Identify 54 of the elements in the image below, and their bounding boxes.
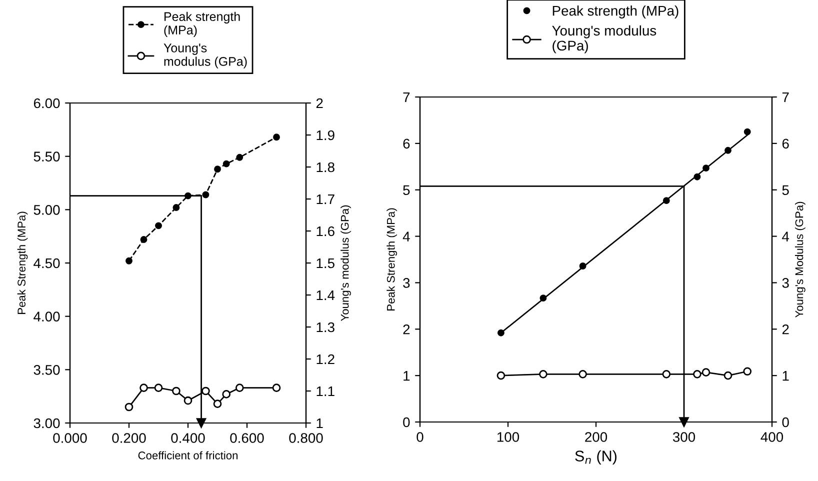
x-tick-label: 0.000	[53, 433, 87, 443]
y-tick-label: 4.50	[34, 258, 60, 268]
y-tick-label: 5.00	[34, 205, 60, 215]
y-tick-label: 3	[403, 278, 410, 288]
y2-tick-label: 1.5	[316, 258, 334, 268]
y-tick-label: 4	[402, 232, 410, 242]
y2-tick-label: 4	[782, 232, 790, 242]
y2-tick-label: 2	[782, 324, 789, 334]
y2-tick-label: 1.6	[316, 226, 334, 236]
legend-label: Young's modulus (GPa)	[552, 25, 656, 54]
x-tick-label: 0.600	[230, 433, 264, 443]
y2-tick-label: 1.2	[316, 354, 334, 364]
legend-label: Peak strength (MPa)	[164, 12, 240, 37]
y-tick-label: 0	[403, 417, 410, 428]
y2-tick-label: 1.4	[316, 290, 335, 300]
y-tick-label: 6	[403, 138, 410, 149]
y-tick-label: 7	[403, 92, 410, 102]
y-tick-label: 1	[404, 371, 410, 381]
x-tick-label: 300	[672, 432, 696, 442]
y2-tick-label: 0	[782, 417, 789, 428]
x-tick-label: 0	[416, 432, 424, 442]
y2-tick-label: 1.9	[316, 130, 334, 140]
y2-tick-label: 1.8	[316, 162, 334, 172]
y2-tick-label: 1	[782, 371, 789, 381]
y2-tick-label: 5	[782, 185, 789, 196]
y-tick-label: 5.50	[34, 152, 60, 162]
y2-tick-label: 6	[782, 138, 789, 149]
x-tick-label: 100	[497, 432, 520, 442]
y2-axis-title: Young's Modulus (GPa)	[795, 202, 806, 318]
y-tick-label: 3.00	[34, 418, 60, 428]
x-tick-label: 0.800	[289, 433, 323, 443]
y-tick-label: 4.00	[34, 312, 60, 322]
x-tick-label: 400	[760, 432, 784, 442]
y2-tick-label: 7	[782, 92, 789, 102]
y2-tick-label: 2	[316, 98, 323, 108]
y2-tick-label: 1.1	[316, 386, 334, 396]
y2-tick-label: 3	[782, 278, 789, 288]
x-axis-title: Coefficient of friction	[138, 451, 238, 460]
y2-axis-title: Young's modulus (GPa)	[340, 205, 351, 322]
y-axis-title: Peak Strength (MPa)	[17, 212, 28, 314]
y2-tick-label: 1.7	[316, 194, 334, 204]
y-axis-title: Peak Strength (MPa)	[386, 208, 397, 310]
y-tick-label: 3.50	[34, 365, 60, 375]
y-tick-label: 6.00	[34, 98, 60, 108]
x-tick-label: 200	[585, 432, 608, 442]
x-axis-title: S$_{n}$ (N)	[575, 450, 616, 464]
x-tick-label: 0.400	[171, 433, 205, 443]
legend-label: Peak strength (MPa)	[552, 6, 678, 18]
y-tick-label: 5	[403, 185, 410, 196]
y2-tick-label: 1	[316, 418, 323, 428]
y-tick-label: 2	[403, 324, 410, 334]
legend-label: Young's modulus (GPa)	[164, 44, 247, 68]
x-tick-label: 0.200	[112, 433, 146, 443]
y2-tick-label: 1.3	[316, 322, 334, 332]
